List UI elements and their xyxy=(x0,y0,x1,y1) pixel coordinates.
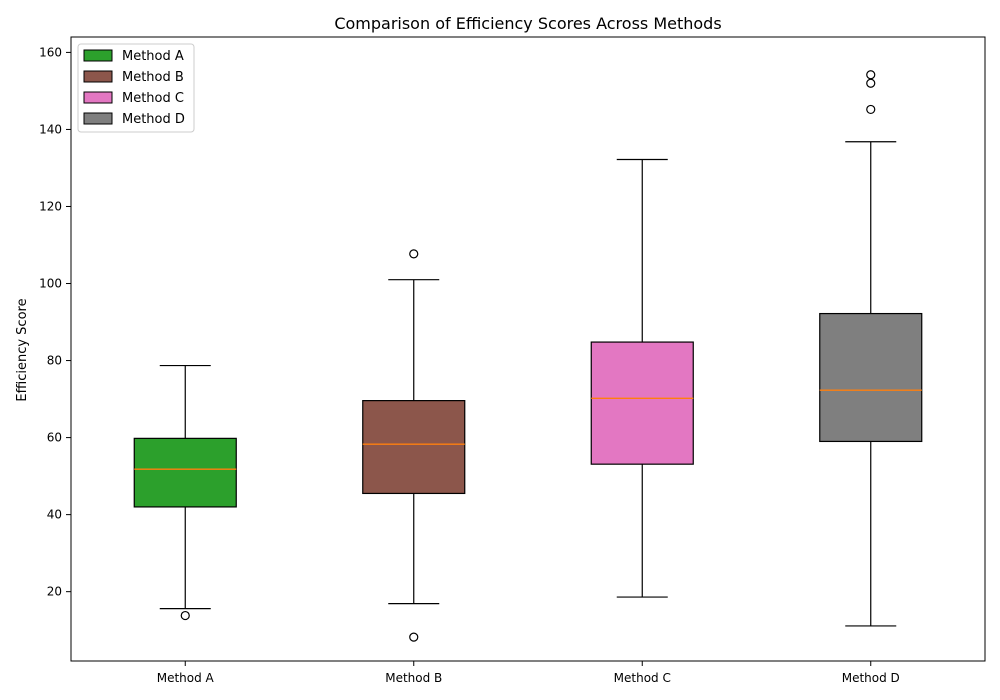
x-tick-label: Method D xyxy=(842,671,900,685)
legend-swatch xyxy=(83,91,113,104)
x-tick-label: Method A xyxy=(157,671,215,685)
legend-label: Method C xyxy=(122,91,184,106)
x-tick-label: Method B xyxy=(385,671,442,685)
legend-label: Method D xyxy=(122,112,185,127)
outlier-point xyxy=(409,249,419,259)
y-tick-label: 120 xyxy=(39,199,62,213)
box-iqr xyxy=(133,437,237,508)
legend-swatch xyxy=(83,112,113,125)
box-group xyxy=(590,158,694,598)
x-tick-label: Method C xyxy=(614,671,671,685)
legend-frame xyxy=(77,43,195,133)
outlier-point xyxy=(180,610,190,621)
box-iqr xyxy=(819,312,923,443)
plot-frame xyxy=(70,36,986,662)
y-axis-label: Efficiency Score xyxy=(15,298,30,401)
box-iqr xyxy=(590,341,694,465)
y-tick-label: 80 xyxy=(47,354,62,368)
legend: Method A Method B Method C Method D xyxy=(77,43,195,133)
legend-swatch xyxy=(83,70,113,83)
legend-label: Method A xyxy=(122,49,184,64)
y-tick-label: 20 xyxy=(47,585,62,599)
y-tick-label: 40 xyxy=(47,508,62,522)
outlier-point xyxy=(866,70,876,80)
y-tick-label: 100 xyxy=(39,277,62,291)
box-iqr xyxy=(362,400,466,495)
outlier-point xyxy=(409,632,419,642)
outlier-point xyxy=(866,104,876,115)
legend-label: Method B xyxy=(122,70,184,85)
y-tick-label: 160 xyxy=(39,45,62,59)
y-tick-label: 60 xyxy=(47,431,62,445)
box-group xyxy=(819,70,923,627)
box-group xyxy=(362,249,466,642)
legend-swatch xyxy=(83,49,113,62)
box-group xyxy=(133,364,237,621)
y-tick-label: 140 xyxy=(39,122,62,136)
chart-title: Comparison of Efficiency Scores Across M… xyxy=(334,14,721,33)
